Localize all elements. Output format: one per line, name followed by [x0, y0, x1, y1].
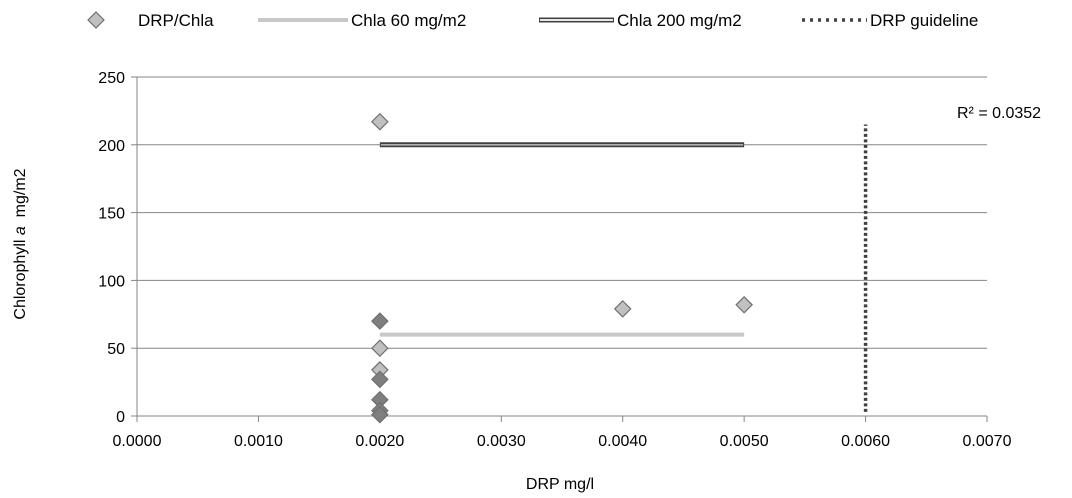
x-axis-title: DRP mg/l — [526, 476, 594, 493]
y-tick-label: 150 — [98, 206, 125, 223]
data-point — [613, 300, 632, 318]
gridlines — [137, 76, 987, 349]
series-lines — [379, 124, 868, 412]
data-point — [371, 405, 389, 424]
x-tick-label: 0.0020 — [355, 433, 404, 450]
legend: DRP/Chla Chla 60 mg/m2 Chla 200 mg/m2 DRP g… — [87, 11, 978, 30]
legend-label: DRP guideline — [870, 11, 978, 30]
y-axis-title-prefix: Chlorophyll — [12, 235, 29, 319]
axes — [136, 77, 987, 417]
x-axis-ticks: 0.0000 0.0010 0.0020 0.0030 0.0040 0.0050 0.00… — [113, 416, 1012, 450]
y-axis-title-italic: a — [12, 226, 29, 235]
legend-label: Chla 200 mg/m2 — [617, 11, 742, 30]
data-point — [735, 295, 753, 314]
y-tick-label: 50 — [107, 341, 125, 358]
legend-marker-drp-chla — [87, 11, 105, 29]
data-point — [371, 370, 389, 389]
y-tick-label: 0 — [116, 409, 125, 426]
data-point — [371, 112, 389, 131]
x-tick-label: 0.0040 — [598, 433, 647, 450]
y-axis-title: Chlorophyll a mg/m2 — [12, 168, 29, 319]
legend-label: DRP/Chla — [138, 11, 214, 30]
x-tick-label: 0.0000 — [113, 433, 162, 450]
y-tick-label: 100 — [98, 273, 125, 290]
legend-label: Chla 60 mg/m2 — [351, 11, 466, 30]
y-axis-ticks: 0 50 100 150 200 250 — [98, 70, 137, 426]
x-tick-label: 0.0060 — [841, 433, 890, 450]
data-point — [371, 312, 389, 330]
x-tick-label: 0.0070 — [963, 433, 1012, 450]
y-axis-title-suffix: mg/m2 — [12, 168, 29, 226]
x-tick-label: 0.0010 — [234, 433, 283, 450]
data-point — [371, 339, 389, 358]
r-squared-annotation: R² = 0.0352 — [957, 105, 1041, 122]
x-tick-label: 0.0050 — [720, 433, 769, 450]
series-points — [371, 112, 753, 424]
x-tick-label: 0.0030 — [477, 433, 526, 450]
y-tick-label: 200 — [98, 138, 125, 155]
y-tick-label: 250 — [98, 70, 125, 87]
